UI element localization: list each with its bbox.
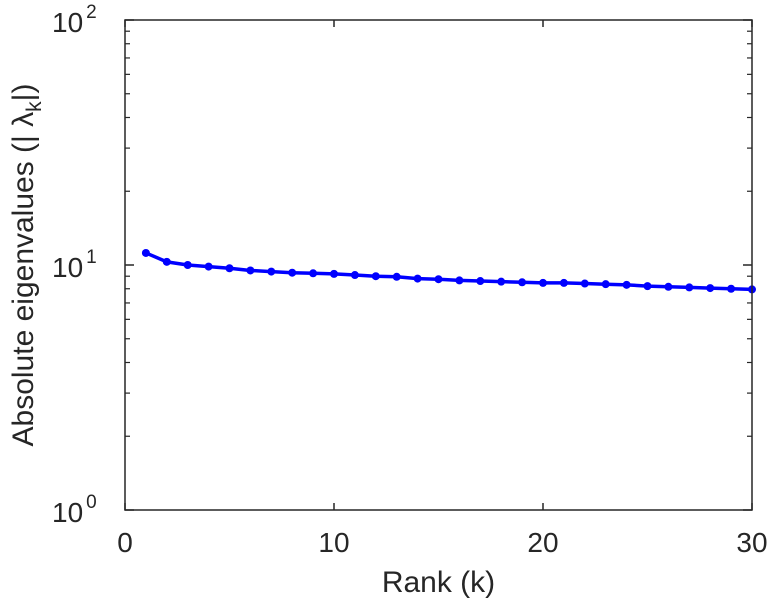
x-tick-label: 20	[527, 527, 558, 558]
data-point	[183, 261, 192, 269]
data-point	[580, 279, 589, 288]
y-tick-label: 10 1	[52, 247, 97, 283]
data-point	[559, 278, 568, 287]
data-point	[539, 278, 547, 287]
plot-area	[125, 20, 752, 510]
data-point	[685, 283, 694, 292]
data-point	[497, 277, 506, 286]
data-point	[371, 272, 380, 281]
data-point	[309, 269, 318, 278]
data-point	[664, 282, 673, 291]
y-tick-label: 10 2	[52, 2, 97, 38]
data-point	[392, 272, 401, 281]
data-point	[622, 280, 631, 289]
data-point	[204, 262, 213, 271]
y-axis-label: Absolute eigenvalues (| λk|)	[7, 84, 46, 447]
data-point	[643, 282, 652, 291]
x-axis-label: Rank (k)	[382, 566, 495, 599]
data-point	[455, 276, 464, 285]
data-point	[601, 280, 610, 289]
data-point	[413, 274, 422, 283]
y-tick-label: 10 0	[52, 492, 97, 528]
x-tick-label: 30	[736, 527, 767, 558]
plot-frame	[124, 19, 753, 511]
data-point	[476, 277, 485, 286]
data-point	[727, 284, 736, 293]
data-point	[434, 275, 443, 284]
series-layer	[141, 248, 756, 294]
data-point	[330, 269, 338, 278]
data-point	[706, 284, 715, 293]
data-point	[246, 266, 255, 275]
data-point	[162, 257, 171, 266]
data-point	[225, 264, 234, 273]
data-point	[141, 248, 150, 257]
data-point	[288, 268, 297, 277]
data-point	[350, 271, 359, 280]
x-tick-label: 10	[318, 527, 349, 558]
data-point	[267, 267, 276, 276]
data-point	[518, 278, 527, 287]
x-tick-label: 0	[117, 527, 133, 558]
